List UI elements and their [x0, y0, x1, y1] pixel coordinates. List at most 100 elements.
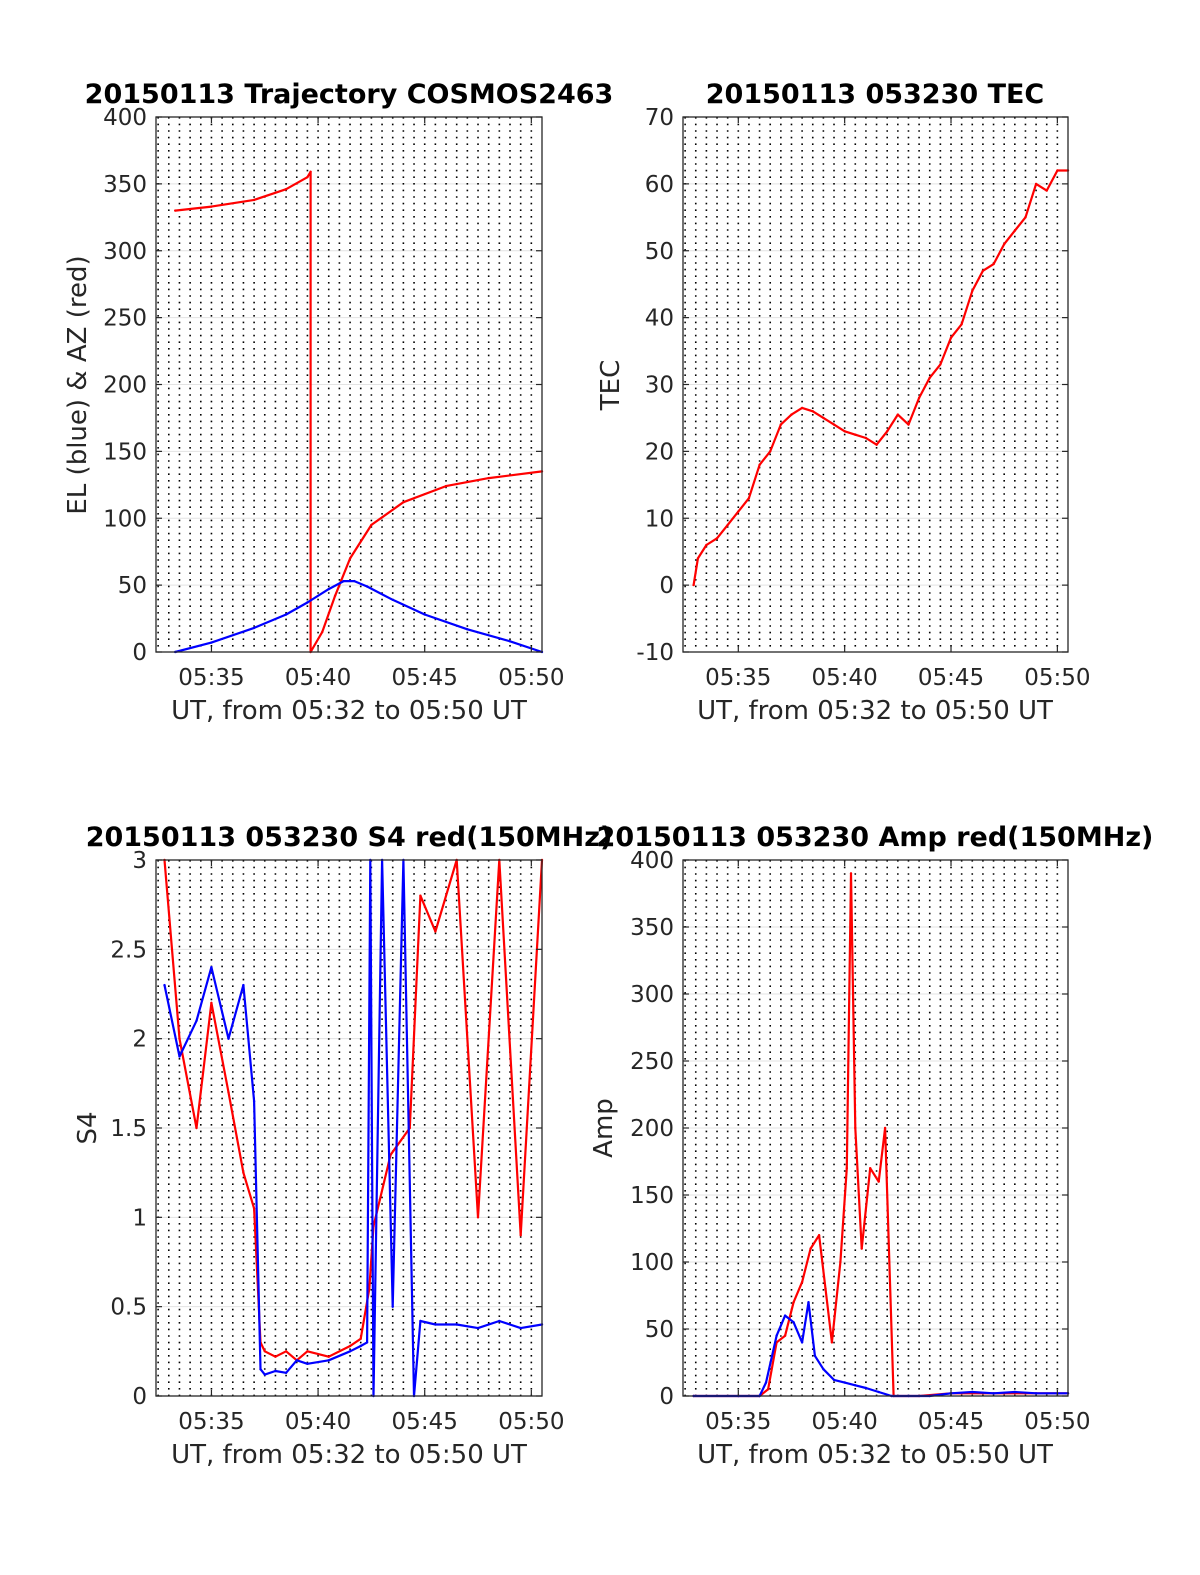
amp-point-0-11 [830, 1341, 834, 1344]
s4-xtick-label-3: 05:50 [498, 1409, 564, 1435]
s4-point-1-28 [519, 1326, 522, 1330]
trajectory-point-1-10 [423, 613, 426, 616]
tec-ytick-label-4: 30 [645, 373, 674, 399]
tec-point-0-31 [1013, 229, 1016, 232]
s4-point-1-5 [242, 983, 245, 987]
amp-point-1-22 [1013, 1390, 1016, 1394]
s4-point-0-14 [348, 1344, 352, 1348]
tec-point-0-35 [1056, 169, 1059, 172]
tec-ytick-label-7: 60 [645, 172, 674, 198]
tec-ytick-label-6: 50 [645, 239, 674, 265]
s4-point-0-9 [274, 1355, 277, 1358]
amp-point-1-20 [971, 1390, 974, 1394]
amp-xtick-label-2: 05:45 [918, 1409, 984, 1435]
s4-ytick-label-6: 3 [132, 848, 147, 874]
s4-point-1-16 [365, 1341, 369, 1344]
trajectory-ylabel: EL (blue) & AZ (red) [63, 255, 93, 514]
tec-point-0-23 [928, 376, 931, 379]
trajectory-point-1-7 [353, 579, 356, 583]
tec-point-0-13 [822, 416, 825, 420]
s4-ytick-label-0: 0 [132, 1384, 147, 1410]
tec-ytick-label-5: 40 [645, 306, 674, 332]
trajectory-point-0-2 [252, 198, 256, 202]
s4-point-1-1 [178, 1055, 181, 1058]
amp-point-0-6 [792, 1301, 795, 1304]
s4-point-1-20 [391, 1305, 394, 1308]
tec-point-0-28 [981, 269, 985, 272]
s4-point-0-26 [519, 1234, 522, 1237]
trajectory-ytick-label-6: 300 [103, 239, 147, 265]
s4-series-1 [163, 858, 543, 1398]
amp-ytick-label-0: 0 [659, 1384, 674, 1410]
tec-point-0-10 [790, 413, 793, 416]
s4-ytick-label-1: 0.5 [110, 1295, 147, 1321]
s4-ytick-label-4: 2 [132, 1027, 147, 1053]
tec-point-0-9 [779, 423, 782, 426]
amp-ytick-label-5: 250 [630, 1049, 674, 1075]
trajectory-point-1-2 [252, 626, 256, 630]
amp-point-0-16 [860, 1247, 863, 1250]
s4-xtick-label-2: 05:45 [392, 1409, 458, 1435]
trajectory-point-0-1 [210, 205, 213, 208]
tec-ytick-label-2: 10 [645, 506, 674, 532]
tec-ytick-label-0: -10 [636, 640, 674, 666]
tec-point-0-33 [1034, 182, 1038, 186]
s4-point-0-12 [306, 1350, 309, 1353]
s4-point-0-3 [210, 1001, 213, 1005]
amp-ytick-label-3: 150 [630, 1183, 674, 1209]
tec-point-0-26 [960, 323, 963, 326]
amp-point-0-17 [869, 1167, 872, 1170]
amp-point-1-3 [764, 1381, 768, 1384]
trajectory-point-0-12 [444, 484, 448, 488]
s4-point-1-4 [227, 1037, 230, 1040]
amp-ytick-label-2: 100 [630, 1250, 674, 1276]
s4-point-0-10 [284, 1350, 288, 1353]
amp-xtick-label-1: 05:40 [812, 1409, 878, 1435]
s4-ytick-label-2: 1 [132, 1205, 147, 1231]
trajectory-point-0-8 [333, 594, 337, 597]
s4-point-0-4 [227, 1091, 230, 1094]
trajectory-point-1-12 [508, 640, 512, 643]
trajectory-ytick-label-8: 400 [103, 105, 147, 131]
tec-title: 20150113 053230 TEC [706, 79, 1045, 110]
tec-point-0-2 [705, 543, 708, 547]
trajectory-point-0-9 [348, 557, 352, 560]
amp-point-0-18 [877, 1180, 880, 1183]
amp-ytick-label-1: 50 [645, 1317, 674, 1343]
s4-point-0-16 [368, 1287, 371, 1291]
amp-point-1-21 [992, 1392, 995, 1395]
s4-point-1-25 [455, 1323, 458, 1326]
trajectory-ytick-label-4: 200 [103, 373, 147, 399]
tec-point-0-21 [907, 423, 910, 426]
trajectory-point-1-3 [284, 613, 288, 616]
trajectory-xtick-label-3: 05:50 [498, 665, 564, 691]
s4-point-1-14 [348, 1350, 352, 1353]
s4-point-1-3 [210, 966, 213, 969]
panel-trajectory: 0 50 100 150 200 250 300 350 400 05:35 05:40 05:45 0… [63, 79, 613, 726]
trajectory-point-1-6 [342, 579, 345, 583]
s4-point-0-21 [419, 894, 422, 897]
s4-point-0-5 [242, 1171, 245, 1174]
tec-point-0-3 [715, 537, 719, 540]
amp-xlabel: UT, from 05:32 to 05:50 UT [697, 1440, 1053, 1470]
s4-point-0-13 [327, 1355, 330, 1358]
s4-point-1-13 [327, 1359, 330, 1362]
tec-xtick-label-1: 05:40 [812, 665, 878, 691]
amp-point-0-8 [809, 1247, 812, 1250]
trajectory-xtick-label-2: 05:45 [392, 665, 458, 691]
amp-ytick-label-7: 350 [630, 915, 674, 941]
panel-amp: 0 50 100 150 200 250 300 350 400 05:35 05:40 05:45 0… [589, 822, 1153, 1470]
s4-point-1-24 [434, 1323, 437, 1326]
s4-point-1-15 [359, 1344, 362, 1348]
amp-xtick-label-0: 05:35 [705, 1409, 771, 1435]
tec-xlabel: UT, from 05:32 to 05:50 UT [697, 696, 1053, 726]
tec-point-0-12 [811, 410, 814, 413]
s4-point-0-2 [195, 1126, 198, 1130]
s4-point-1-12 [306, 1362, 309, 1366]
s4-point-0-24 [476, 1216, 480, 1219]
s4-point-0-22 [434, 930, 437, 933]
tec-point-0-8 [769, 450, 772, 453]
tec-point-0-0 [692, 583, 695, 587]
trajectory-xlabel: UT, from 05:32 to 05:50 UT [171, 696, 527, 726]
